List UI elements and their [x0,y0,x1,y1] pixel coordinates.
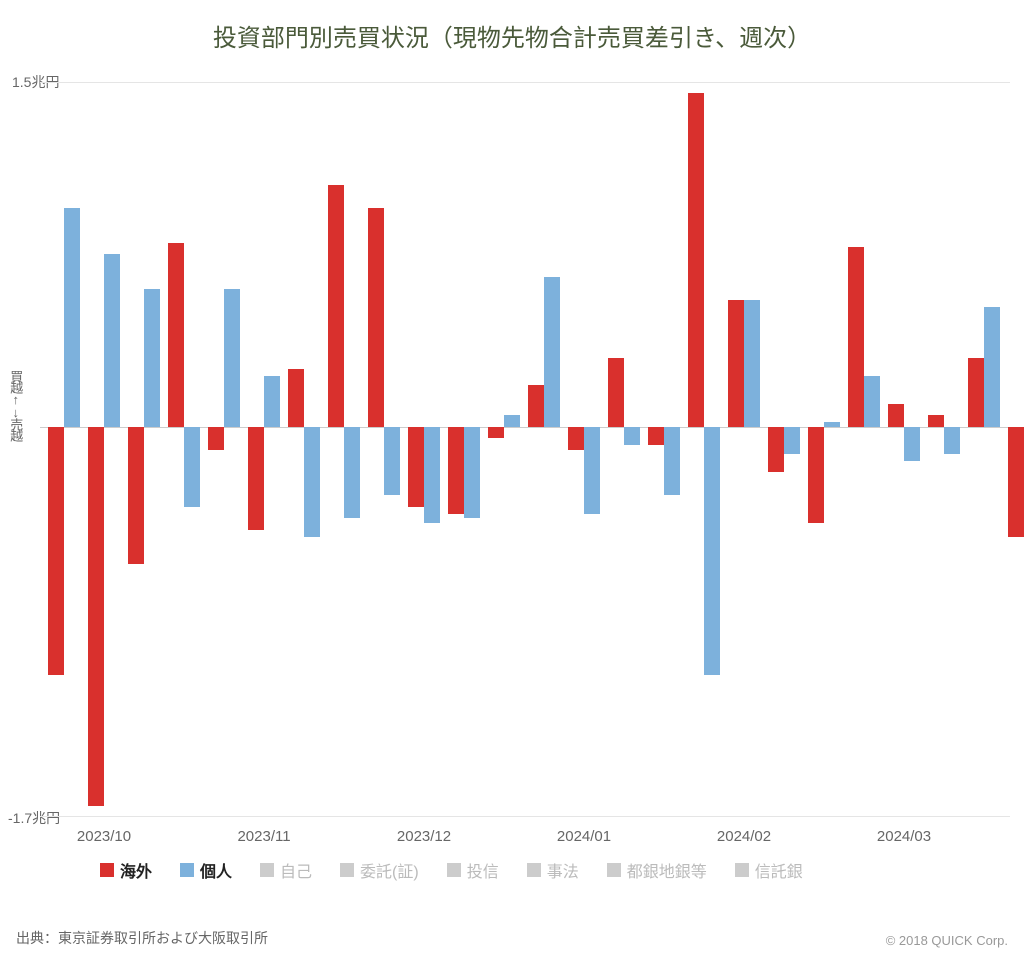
bar-個人[interactable] [584,427,600,514]
legend-swatch [100,863,114,877]
x-tick-label: 2024/02 [717,828,771,845]
legend-item[interactable]: 投信 [447,858,499,882]
legend-swatch [340,863,354,877]
bar-海外[interactable] [688,93,704,426]
bar-個人[interactable] [504,415,520,426]
bar-個人[interactable] [344,427,360,519]
bar-個人[interactable] [184,427,200,507]
legend-item[interactable]: 事法 [527,858,579,882]
bar-海外[interactable] [648,427,664,445]
legend: 海外 個人 自己 委託(証) 投信 事法 都銀地銀等 信託銀 [100,858,980,882]
legend-item[interactable]: 委託(証) [340,858,419,882]
plot-area [40,82,1010,817]
x-tick-label: 2023/11 [237,828,290,845]
bar-海外[interactable] [408,427,424,507]
bar-海外[interactable] [808,427,824,523]
y-axis-center-label: 買越↑↓売越 [8,370,22,440]
legend-item[interactable]: 個人 [180,858,232,882]
bar-海外[interactable] [888,404,904,427]
x-tick-label: 2023/12 [397,828,451,845]
x-tick-label: 2023/10 [77,828,131,845]
bar-個人[interactable] [264,376,280,427]
x-tick-label: 2024/03 [877,828,931,845]
bars-container [40,82,1010,817]
legend-swatch [527,863,541,877]
legend-label: 投信 [467,858,499,882]
bar-海外[interactable] [568,427,584,450]
bar-個人[interactable] [824,422,840,427]
bar-海外[interactable] [288,369,304,426]
x-tick-label: 2024/01 [557,828,611,845]
legend-item[interactable]: 都銀地銀等 [607,858,707,882]
legend-label: 個人 [200,858,232,882]
legend-label: 海外 [120,858,152,882]
legend-label: 自己 [280,858,312,882]
bar-海外[interactable] [608,358,624,427]
bar-個人[interactable] [784,427,800,455]
bar-海外[interactable] [88,427,104,806]
bar-海外[interactable] [488,427,504,438]
bar-個人[interactable] [744,300,760,426]
source-text: 出典：東京証券取引所および大阪取引所 [16,928,268,948]
bar-個人[interactable] [864,376,880,427]
chart-title: 投資部門別売買状況（現物先物合計売買差引き、週次） [0,0,1024,53]
bar-個人[interactable] [464,427,480,519]
legend-label: 都銀地銀等 [627,858,707,882]
bar-海外[interactable] [968,358,984,427]
bar-個人[interactable] [664,427,680,496]
bar-海外[interactable] [1008,427,1024,537]
bar-海外[interactable] [168,243,184,427]
bar-海外[interactable] [248,427,264,530]
legend-swatch [735,863,749,877]
bar-海外[interactable] [928,415,944,426]
bar-海外[interactable] [848,247,864,426]
bar-個人[interactable] [304,427,320,537]
bar-海外[interactable] [528,385,544,426]
bar-海外[interactable] [328,185,344,426]
bar-海外[interactable] [128,427,144,565]
legend-item[interactable]: 自己 [260,858,312,882]
bar-海外[interactable] [448,427,464,514]
bar-個人[interactable] [624,427,640,445]
bar-海外[interactable] [768,427,784,473]
legend-label: 事法 [547,858,579,882]
bar-個人[interactable] [144,289,160,427]
legend-swatch [180,863,194,877]
bar-個人[interactable] [64,208,80,426]
legend-item[interactable]: 信託銀 [735,858,803,882]
legend-swatch [260,863,274,877]
bar-海外[interactable] [368,208,384,426]
copyright-text: © 2018 QUICK Corp. [886,933,1008,948]
bar-個人[interactable] [224,289,240,427]
legend-swatch [607,863,621,877]
bar-個人[interactable] [104,254,120,426]
bar-海外[interactable] [728,300,744,426]
bar-海外[interactable] [208,427,224,450]
bar-個人[interactable] [984,307,1000,426]
bar-個人[interactable] [544,277,560,426]
legend-label: 信託銀 [755,858,803,882]
legend-label: 委託(証) [360,858,419,882]
legend-swatch [447,863,461,877]
bar-個人[interactable] [944,427,960,455]
bar-海外[interactable] [48,427,64,675]
legend-item[interactable]: 海外 [100,858,152,882]
bar-個人[interactable] [424,427,440,523]
bar-個人[interactable] [384,427,400,496]
bar-個人[interactable] [704,427,720,675]
bar-個人[interactable] [904,427,920,461]
